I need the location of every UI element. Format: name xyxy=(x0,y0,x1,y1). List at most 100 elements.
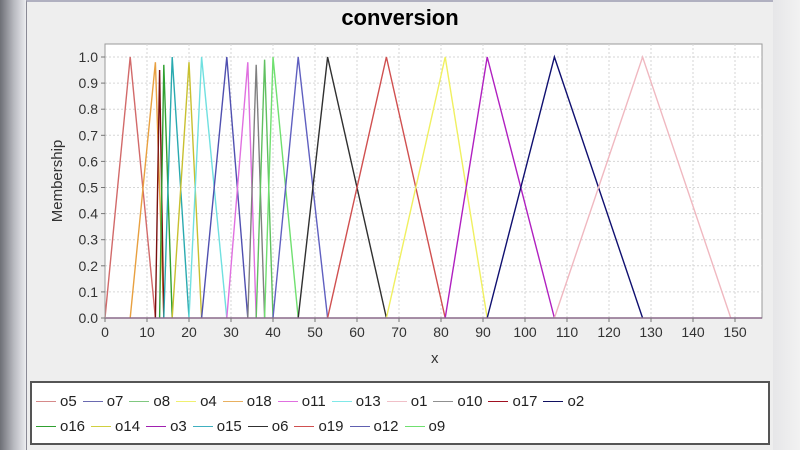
legend-item-o19: o19 xyxy=(294,418,344,435)
y-tick-label: 0.0 xyxy=(79,310,99,326)
series-o3 xyxy=(444,56,556,319)
legend-row: o16 o14 o3 o15 o6 o19 o12 o9 xyxy=(36,414,764,439)
series-o2 xyxy=(486,54,644,319)
window-edge xyxy=(773,0,800,450)
legend-label: o18 xyxy=(246,393,272,410)
legend-label: o13 xyxy=(355,393,381,410)
plot-area: 0 10 20 30 40 50 60 70 80 90 100 110 120 130 140 150 0.0… xyxy=(49,43,763,367)
series-o6 xyxy=(297,56,388,319)
x-tick-label: 30 xyxy=(223,324,239,340)
legend-label: o11 xyxy=(301,393,326,410)
x-tick-label: 10 xyxy=(139,324,155,340)
legend-label: o1 xyxy=(410,393,428,410)
legend-label: o12 xyxy=(373,418,399,435)
legend-item-o7: o7 xyxy=(82,393,124,410)
legend-swatch-icon xyxy=(294,426,315,427)
y-tick-label: 0.8 xyxy=(79,101,99,117)
series-o13 xyxy=(188,56,228,319)
legend-item-o17: o17 xyxy=(488,393,537,410)
series-lines xyxy=(104,54,732,319)
y-tick-label: 0.7 xyxy=(79,127,99,143)
legend-item-o2: o2 xyxy=(543,393,584,410)
series-o5 xyxy=(104,56,157,319)
y-tick-label: 0.6 xyxy=(79,153,99,169)
legend-swatch-icon xyxy=(543,401,564,402)
axes: 0 10 20 30 40 50 60 70 80 90 100 110 120 130 140 150 0.0… xyxy=(49,44,762,367)
legend-swatch-icon xyxy=(91,426,112,427)
series-o9 xyxy=(263,56,299,319)
legend-swatch-icon xyxy=(433,401,454,402)
legend-item-o5: o5 xyxy=(36,393,77,410)
x-tick-label: 70 xyxy=(391,324,407,340)
x-tick-label: 120 xyxy=(597,324,621,340)
x-tick-label: 110 xyxy=(556,324,579,340)
x-tick-label: 20 xyxy=(181,324,197,340)
x-tick-label: 130 xyxy=(639,324,663,340)
x-tick-label: 80 xyxy=(433,324,449,340)
y-tick-label: 0.1 xyxy=(79,284,99,300)
x-tick-label: 50 xyxy=(307,324,323,340)
legend-label: o10 xyxy=(457,393,483,410)
legend-item-o13: o13 xyxy=(331,393,381,410)
legend-item-o12: o12 xyxy=(349,418,399,435)
x-tick-label: 40 xyxy=(265,324,281,340)
legend-swatch-icon xyxy=(176,401,197,402)
series-o8 xyxy=(255,59,274,319)
legend-item-o10: o10 xyxy=(433,393,482,410)
legend-label: o19 xyxy=(318,418,344,435)
series-o10 xyxy=(247,64,266,319)
legend-swatch-icon xyxy=(404,426,425,427)
x-tick-label: 100 xyxy=(513,324,537,340)
legend-label: o17 xyxy=(512,393,538,410)
series-o17 xyxy=(154,70,165,319)
legend-swatch-icon xyxy=(129,401,150,402)
series-o19 xyxy=(326,56,446,319)
legend-swatch-icon xyxy=(82,401,103,402)
legend-label: o6 xyxy=(271,418,289,435)
x-tick-label: 60 xyxy=(349,324,365,340)
legend-label: o16 xyxy=(60,418,86,435)
y-tick-label: 0.9 xyxy=(79,75,99,91)
y-tick-label: 1.0 xyxy=(79,49,99,65)
legend-label: o3 xyxy=(170,418,187,435)
legend-item-o11: o11 xyxy=(277,393,326,410)
x-tick-label: 140 xyxy=(681,324,705,340)
legend-swatch-icon xyxy=(331,401,352,402)
legend-item-o14: o14 xyxy=(91,418,140,435)
legend-swatch-icon xyxy=(386,401,407,402)
legend-item-o15: o15 xyxy=(192,418,242,435)
series-o16 xyxy=(158,64,173,319)
legend-swatch-icon xyxy=(36,401,56,402)
legend-swatch-icon xyxy=(192,426,213,427)
legend-label: o4 xyxy=(200,393,217,410)
legend-item-o9: o9 xyxy=(404,418,446,435)
legend-item-o8: o8 xyxy=(129,393,170,410)
legend-label: o14 xyxy=(115,418,141,435)
series-o1 xyxy=(553,54,732,319)
series-o12 xyxy=(272,56,329,319)
legend-swatch-icon xyxy=(36,426,56,427)
series-o15 xyxy=(163,56,190,319)
x-axis-label: x xyxy=(431,350,439,367)
x-tick-label: 90 xyxy=(475,324,491,340)
legend-label: o2 xyxy=(567,393,585,410)
y-axis-label: Membership xyxy=(49,140,66,223)
legend-swatch-icon xyxy=(349,426,370,427)
legend-label: o5 xyxy=(60,393,77,410)
x-tick-label: 0 xyxy=(101,324,109,340)
legend-swatch-icon xyxy=(146,426,167,427)
legend-swatch-icon xyxy=(247,426,268,427)
legend-swatch-icon xyxy=(277,401,298,402)
legend-label: o9 xyxy=(428,418,446,435)
chart-title: conversion xyxy=(341,5,459,30)
legend-item-o6: o6 xyxy=(247,418,289,435)
legend-item-o3: o3 xyxy=(146,418,187,435)
legend-label: o7 xyxy=(106,393,124,410)
legend-item-o1: o1 xyxy=(386,393,428,410)
legend-item-o16: o16 xyxy=(36,418,85,435)
legend-item-o18: o18 xyxy=(222,393,272,410)
y-tick-label: 0.4 xyxy=(79,206,99,222)
legend-row: o5 o7 o8 o4 o18 o11 o13 o1 o10 o17 o2 xyxy=(36,389,764,414)
series-o7 xyxy=(200,56,249,319)
legend-item-o4: o4 xyxy=(176,393,217,410)
